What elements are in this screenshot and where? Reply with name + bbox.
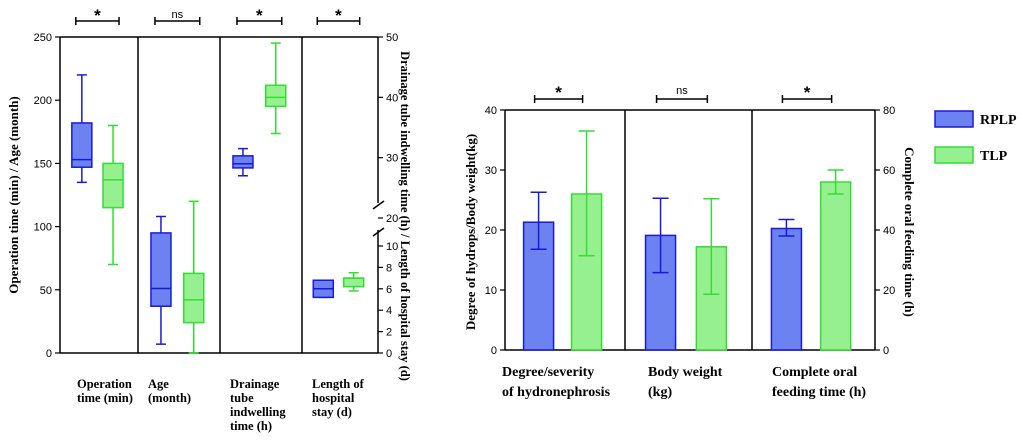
right-tick-label: 10 (386, 241, 398, 253)
legend: RPLP TLP (934, 110, 1017, 164)
right-tick-label: 0 (386, 348, 392, 360)
category-label: stay (d) (312, 405, 352, 419)
box-tlp (265, 84, 287, 108)
axis-break-mark (372, 227, 385, 237)
category-label: Age (148, 377, 169, 391)
left-axis-title: Operation time (min) / Age (month) (6, 96, 21, 294)
bar-rplp (770, 227, 803, 351)
box-rplp (150, 232, 172, 307)
right-tick-label: 40 (883, 225, 895, 237)
box-rplp (71, 122, 93, 168)
left-tick-label: 20 (485, 225, 497, 237)
left-tick-label: 40 (485, 105, 497, 117)
right-tick-label: 2 (386, 327, 392, 339)
category-label: hospital (312, 391, 355, 405)
right-axis-title: Drainage tube indwelling time (h) / Leng… (398, 51, 412, 381)
left-tick-label: 50 (40, 285, 52, 297)
category-label: Degree/severity (502, 365, 594, 380)
significance-label: * (804, 83, 811, 102)
category-label: (kg) (648, 385, 672, 400)
right-tick-label: 30 (386, 153, 398, 165)
legend-label: RPLP (980, 113, 1017, 128)
bar-tlp (819, 181, 852, 351)
box-rplp (232, 155, 254, 169)
left-axis-title: Degree of hydrops/Body weight(kg) (463, 134, 478, 330)
right-tick-label: 8 (386, 262, 392, 274)
bar-chart: 0 10 20 30 40 0 20 40 60 80 Degree of hydrops/Body… (463, 83, 917, 400)
legend-swatch-tlp (934, 146, 974, 164)
left-tick-label: 10 (485, 285, 497, 297)
right-tick-label: 60 (883, 165, 895, 177)
left-tick-label: 100 (34, 222, 52, 234)
right-tick-label: 4 (386, 305, 392, 317)
right-tick-label: 80 (883, 105, 895, 117)
significance-label: * (94, 6, 101, 25)
axis-break-mark (372, 200, 385, 210)
right-tick-label: 6 (386, 284, 392, 296)
category-label: tube (230, 391, 254, 405)
left-tick-label: 0 (491, 345, 497, 357)
left-tick-label: 30 (485, 165, 497, 177)
left-tick-label: 0 (46, 348, 52, 360)
right-tick-label: 50 (386, 32, 398, 44)
category-label: Complete oral (772, 365, 857, 380)
category-label: (month) (148, 391, 191, 405)
right-tick-label: 40 (386, 92, 398, 104)
category-label: Body weight (648, 365, 723, 380)
significance-label: ns (172, 9, 184, 21)
right-axis-title: Complete oral feeding time (h) (902, 147, 917, 317)
significance-label: * (335, 6, 342, 25)
legend-label: TLP (980, 149, 1008, 164)
left-tick-label: 150 (34, 158, 52, 170)
category-label: of hydronephrosis (502, 385, 611, 400)
category-label: Drainage (230, 377, 280, 391)
box-tlp (183, 272, 205, 324)
category-label: time (h) (230, 419, 272, 433)
box-tlp (102, 162, 124, 209)
right-tick-label: 20 (386, 213, 398, 225)
box-tlp (342, 277, 365, 288)
left-tick-label: 250 (34, 32, 52, 44)
boxplot-chart: 0 50 100 150 200 250 20 30 40 50 0 2 4 6 8 10 Operation … (6, 6, 412, 433)
right-tick-label: 20 (883, 285, 895, 297)
category-label: feeding time (h) (772, 385, 866, 400)
left-tick-label: 200 (34, 95, 52, 107)
category-label: Length of (312, 377, 365, 391)
significance-label: ns (676, 85, 688, 97)
category-label: time (min) (77, 391, 133, 405)
right-tick-label: 0 (883, 345, 889, 357)
legend-swatch-rplp (934, 110, 974, 128)
category-label: indwelling (230, 405, 286, 419)
significance-label: * (256, 6, 263, 25)
significance-label: * (555, 83, 562, 102)
category-label: Operation (77, 377, 132, 391)
